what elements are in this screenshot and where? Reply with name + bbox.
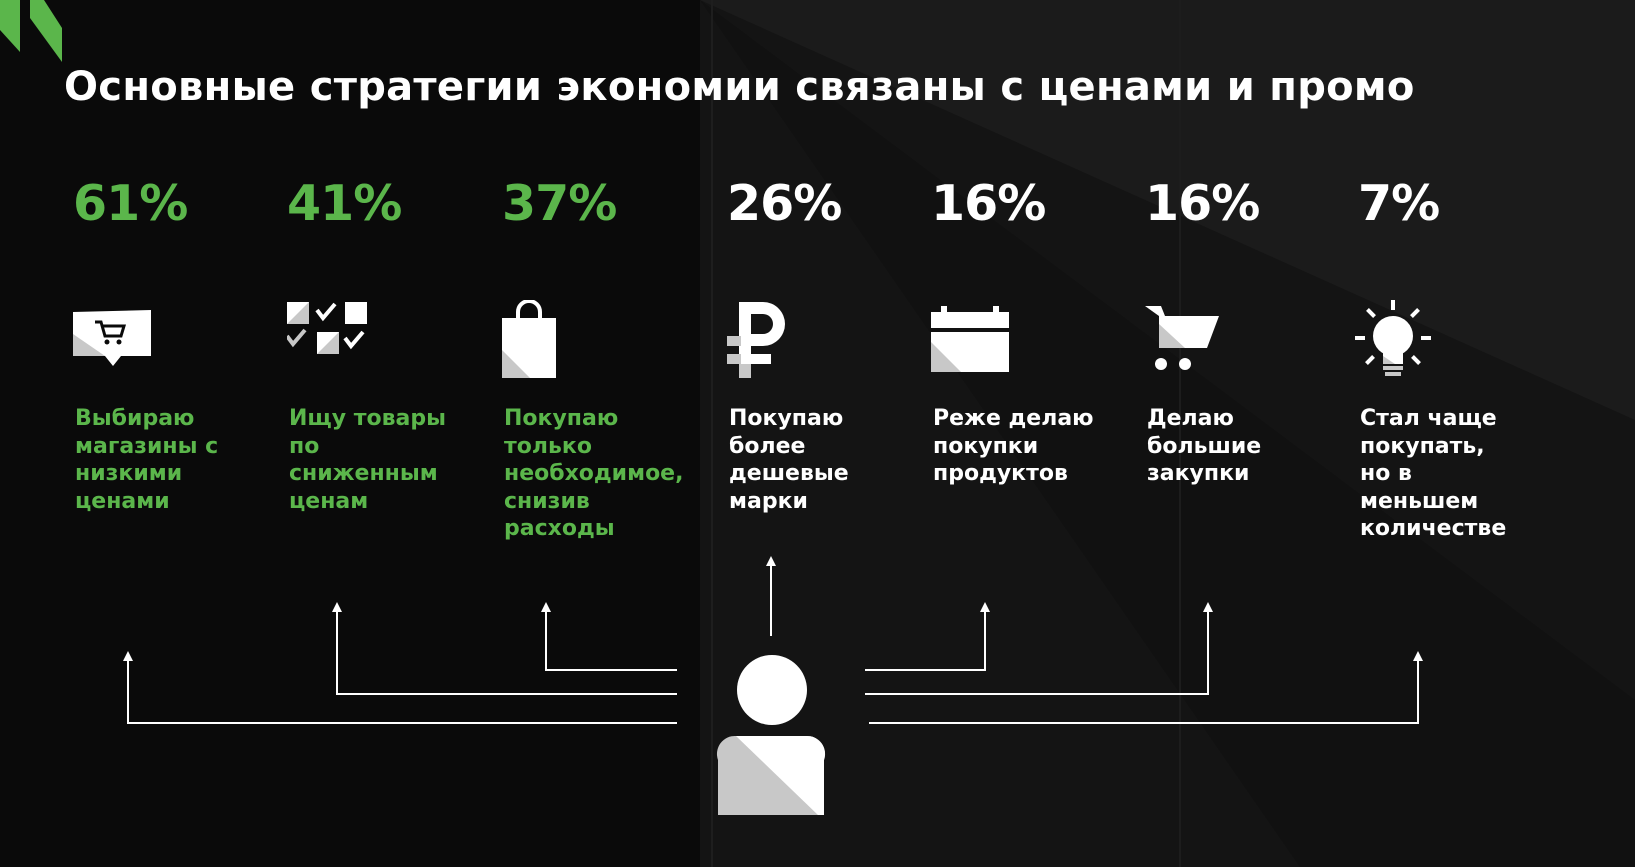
connector-line	[332, 602, 677, 695]
connector-line	[541, 602, 677, 671]
strategy-label: Покупаю только необходимое, снизив расхо…	[504, 406, 684, 541]
strategy-percent: 7%	[1358, 175, 1440, 232]
light-bulb-icon	[1355, 300, 1431, 376]
strategy-label: Делаю большие закупки	[1147, 406, 1262, 486]
strategy-label: Выбираю магазины с низкими ценами	[75, 406, 219, 514]
brand-logo	[0, 0, 62, 62]
strategy-percent: 41%	[287, 175, 402, 232]
strategy-percent: 37%	[502, 175, 617, 232]
person-icon	[716, 655, 826, 815]
calendar-icon	[931, 306, 1009, 372]
connector-line	[865, 602, 1213, 695]
strategy-percent: 26%	[727, 175, 842, 232]
shopping-bag-icon	[502, 300, 556, 378]
strategy-label: Покупаю более дешевые марки	[729, 406, 849, 514]
connector-line	[865, 602, 990, 671]
connector-line	[869, 651, 1423, 724]
strategy-percent: 16%	[1145, 175, 1260, 232]
strategy-percent: 16%	[931, 175, 1046, 232]
discount-grid-icon	[287, 302, 367, 354]
ruble-sign-icon	[727, 302, 785, 378]
strategy-label: Стал чаще покупать, но в меньшем количес…	[1360, 406, 1507, 541]
connector-line	[123, 651, 677, 724]
shopping-cart-sign-icon	[73, 310, 151, 366]
shopping-cart-icon	[1145, 306, 1219, 370]
page-title: Основные стратегии экономии связаны с це…	[64, 64, 1415, 110]
strategy-percent: 61%	[73, 175, 188, 232]
strategy-label: Реже делаю покупки продуктов	[933, 406, 1094, 486]
strategy-label: Ищу товары по сниженным ценам	[289, 406, 447, 514]
